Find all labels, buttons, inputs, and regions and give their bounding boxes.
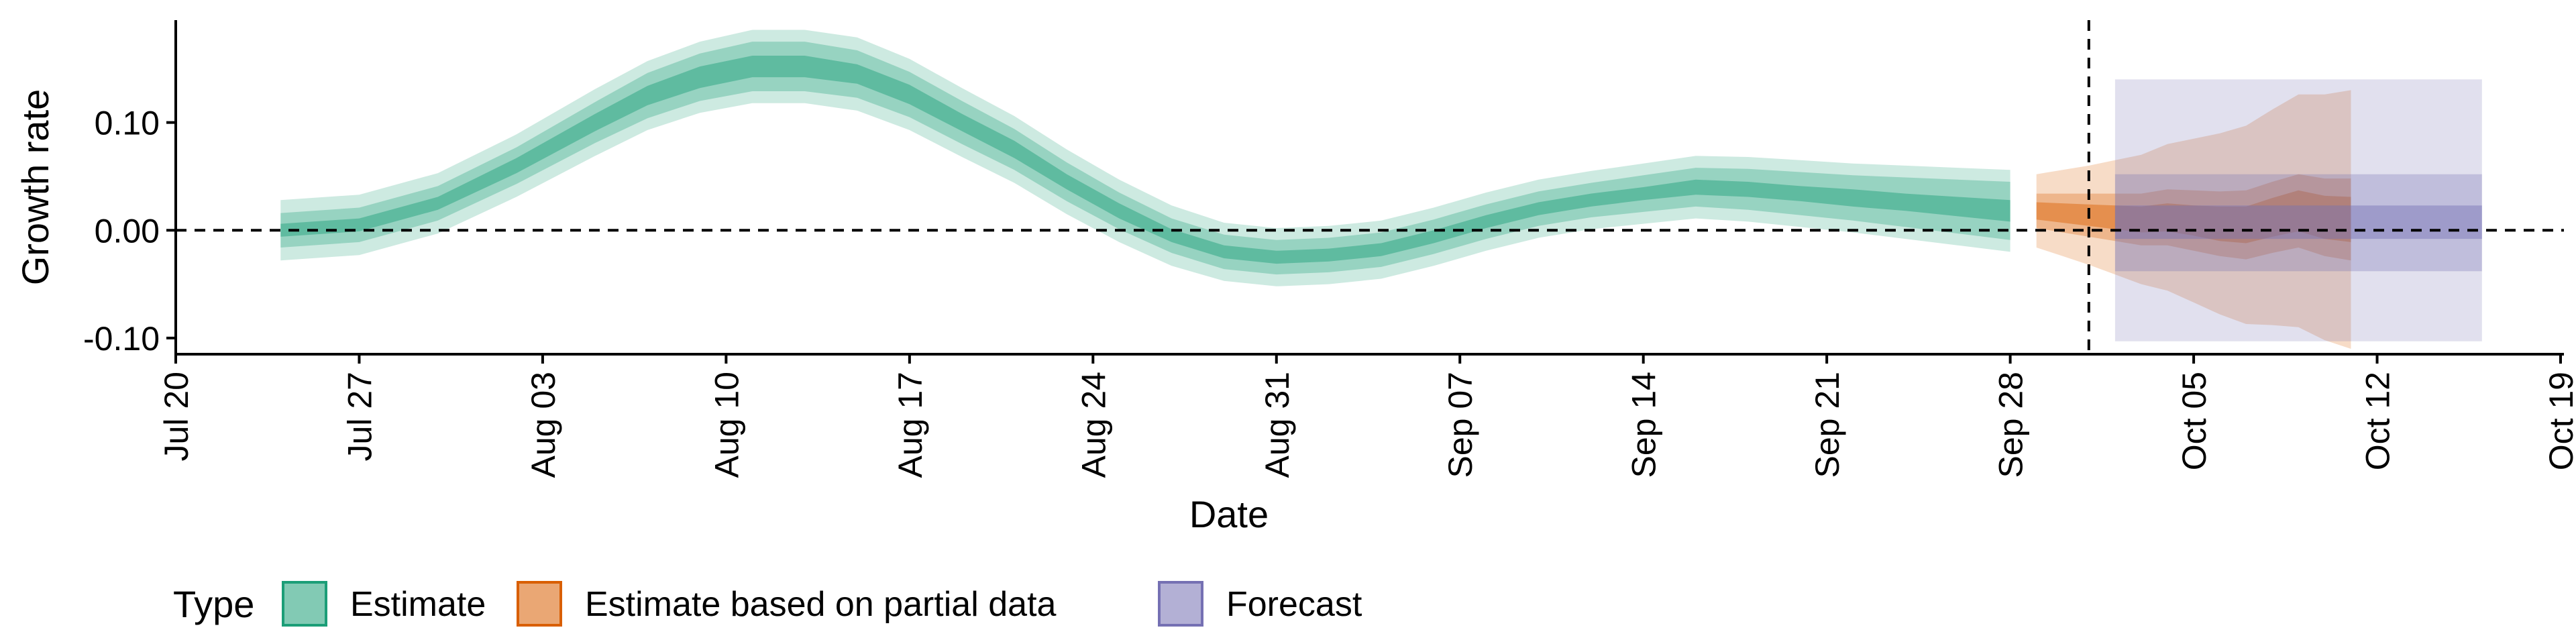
forecast-band-outer [2114, 79, 2482, 341]
x-tick-label: Sep 14 [1625, 372, 1663, 478]
legend-swatch [1158, 581, 1203, 627]
x-tick-label: Aug 03 [525, 372, 562, 478]
x-tick-label: Aug 31 [1258, 372, 1296, 478]
y-tick-label: 0.10 [95, 105, 160, 142]
estimate-band-inner50 [280, 56, 2010, 264]
x-tick-label: Oct 12 [2359, 372, 2397, 470]
x-tick-label: Sep 07 [1442, 372, 1479, 478]
legend-swatch [282, 581, 327, 627]
y-tick-label: -0.10 [83, 320, 160, 358]
legend-title: Type [173, 583, 254, 625]
x-tick-label: Aug 17 [892, 372, 929, 478]
legend-label: Estimate [350, 585, 486, 624]
estimate-based-on-partial-data-band-mid90 [2036, 174, 2351, 261]
x-axis-label: Date [1189, 493, 1269, 535]
forecast-band-mid90 [2114, 174, 2482, 272]
legend: Type Estimate Estimate based on partial da… [173, 581, 1362, 627]
legend-swatch [517, 581, 562, 627]
legend-label: Estimate based on partial data [585, 585, 1057, 624]
ribbons-layer [280, 30, 2482, 349]
x-tick-label: Jul 20 [158, 372, 195, 461]
x-tick-label: Sep 21 [1809, 372, 1846, 478]
estimate-band-outer [280, 30, 2010, 286]
x-tick-label: Oct 19 [2542, 372, 2576, 470]
x-tick-label: Jul 27 [341, 372, 378, 461]
estimate-band-mid90 [280, 42, 2010, 275]
forecast-band-inner50 [2114, 205, 2482, 239]
legend-label: Forecast [1226, 585, 1362, 624]
x-tick-label: Aug 10 [708, 372, 745, 478]
x-tick-label: Sep 28 [1992, 372, 2030, 478]
reference-lines-layer [176, 20, 2564, 354]
estimate-based-on-partial-data-band-inner50 [2036, 190, 2351, 244]
x-tick-label: Aug 24 [1075, 372, 1112, 478]
x-tick-label: Oct 05 [2176, 372, 2213, 470]
estimate-based-on-partial-data-band-outer [2036, 90, 2351, 349]
y-tick-label: 0.00 [95, 212, 160, 250]
axes-layer: -0.10 0.00 0.10 Jul 20 Jul 27 Aug 03 Aug 10 Aug… [83, 20, 2576, 478]
y-axis-label: Growth rate [14, 89, 56, 286]
